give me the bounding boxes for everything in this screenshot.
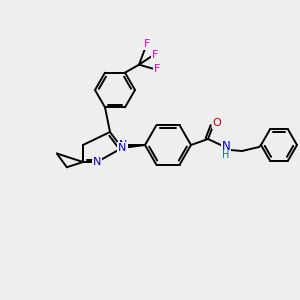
Text: F: F [152, 50, 158, 60]
Text: H: H [222, 150, 230, 160]
Text: N: N [118, 143, 126, 153]
Text: O: O [213, 118, 221, 128]
Text: F: F [154, 64, 160, 74]
Text: N: N [119, 140, 127, 150]
Text: F: F [144, 39, 150, 49]
Text: N: N [222, 140, 230, 154]
Text: N: N [93, 157, 101, 167]
